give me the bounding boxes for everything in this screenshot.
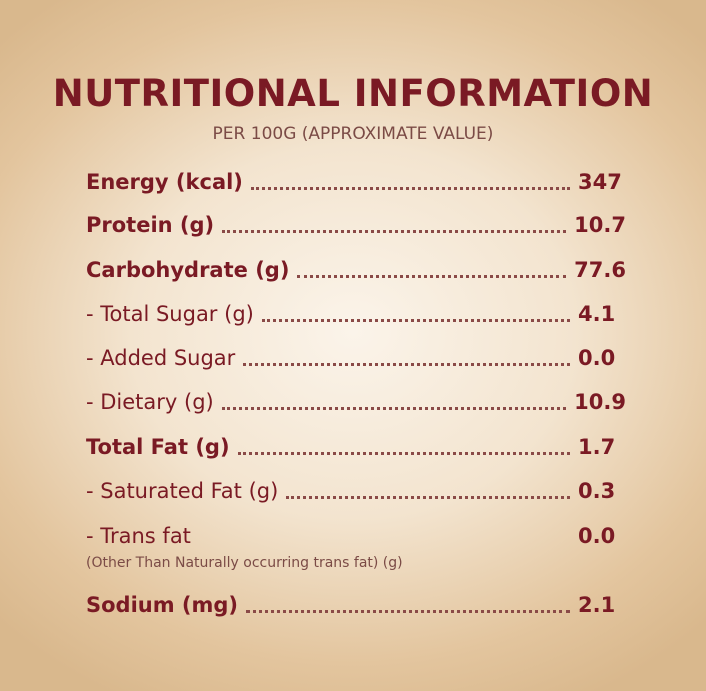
nutrient-value: 0.0 xyxy=(578,346,616,370)
nutrient-value: 0.0 xyxy=(578,524,616,548)
nutrient-row-trans-fat: - Trans fat 0.0 xyxy=(86,524,626,548)
nutrient-label: Sodium (mg) xyxy=(86,593,239,617)
dot-leader xyxy=(221,407,567,410)
nutrient-row-energy: Energy (kcal) 347 xyxy=(86,170,626,194)
nutrient-row-protein: Protein (g) 10.7 xyxy=(86,213,626,237)
nutrient-value: 10.9 xyxy=(574,390,626,414)
nutrient-label: Carbohydrate (g) xyxy=(86,258,290,282)
nutrient-row-sodium: Sodium (mg) 2.1 xyxy=(86,593,626,617)
panel-title: NUTRITIONAL INFORMATION xyxy=(52,72,654,115)
dot-leader xyxy=(237,452,570,455)
nutrient-label: Protein (g) xyxy=(86,213,215,237)
nutrient-value: 347 xyxy=(578,170,622,194)
nutrient-value: 77.6 xyxy=(574,258,626,282)
nutrient-label: Energy (kcal) xyxy=(86,170,243,194)
nutrient-label: - Trans fat xyxy=(86,524,191,548)
nutrient-label: Total Fat (g) xyxy=(86,435,230,459)
panel-subtitle: PER 100G (APPROXIMATE VALUE) xyxy=(212,124,494,144)
nutrient-value: 2.1 xyxy=(578,593,616,617)
nutrient-row-total-fat: Total Fat (g) 1.7 xyxy=(86,435,626,459)
nutrient-label: - Added Sugar xyxy=(86,346,236,370)
nutrient-label: - Saturated Fat (g) xyxy=(86,479,279,503)
dot-leader xyxy=(250,187,570,190)
nutrient-row-dietary: - Dietary (g) 10.9 xyxy=(86,390,626,414)
dot-leader xyxy=(261,319,570,322)
dot-leader xyxy=(222,230,567,233)
nutrient-value: 10.7 xyxy=(574,213,626,237)
nutrient-value: 1.7 xyxy=(578,435,616,459)
nutrient-row-saturated-fat: - Saturated Fat (g) 0.3 xyxy=(86,479,626,503)
nutrient-value: 4.1 xyxy=(578,302,616,326)
dot-leader xyxy=(246,610,570,613)
nutrient-label: - Dietary (g) xyxy=(86,390,214,414)
trans-fat-note: (Other Than Naturally occurring trans fa… xyxy=(86,555,403,571)
dot-leader xyxy=(297,275,567,278)
nutrient-value: 0.3 xyxy=(578,479,616,503)
nutrient-label: - Total Sugar (g) xyxy=(86,302,254,326)
nutrient-row-carbohydrate: Carbohydrate (g) 77.6 xyxy=(86,258,626,282)
dot-leader xyxy=(243,363,570,366)
nutrient-row-total-sugar: - Total Sugar (g) 4.1 xyxy=(86,302,626,326)
dot-leader xyxy=(286,496,570,499)
nutrient-row-added-sugar: - Added Sugar 0.0 xyxy=(86,346,626,370)
